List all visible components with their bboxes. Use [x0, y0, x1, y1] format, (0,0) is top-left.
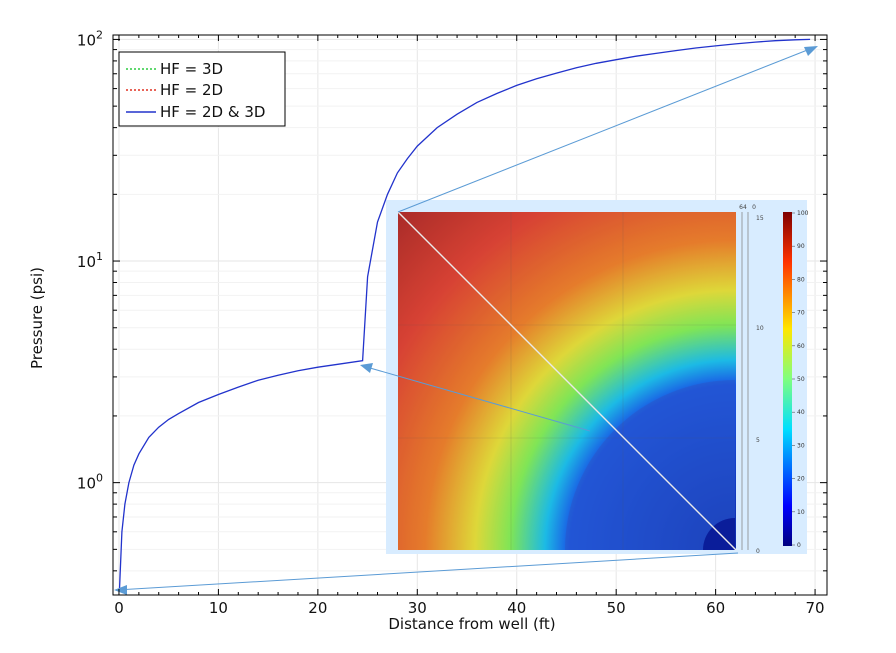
arrow-head-bottom: [114, 585, 127, 595]
inset-quarter-circle: [565, 380, 735, 550]
x-tick-label: 40: [507, 599, 526, 617]
inset-side-tick: 15: [756, 215, 764, 222]
inset-side-top-label: 0: [752, 204, 756, 211]
x-tick-label: 50: [607, 599, 626, 617]
colorbar-tick-label: 90: [797, 243, 805, 250]
colorbar-tick-label: 0: [797, 542, 801, 549]
inset-side-tick: 5: [756, 437, 760, 444]
legend-label-hf-2d: HF = 2D: [160, 81, 223, 99]
colorbar: [783, 212, 792, 546]
y-tick-label: 102: [77, 28, 103, 49]
arrow-head-middle: [360, 363, 373, 373]
inset-side-top-label: 64: [739, 204, 747, 211]
colorbar-tick-label: 30: [797, 442, 805, 449]
y-axis-label: Pressure (psi): [28, 267, 46, 369]
x-tick-label: 30: [408, 599, 427, 617]
series-line-hf-2d-3d: [118, 38, 811, 590]
x-tick-label: 70: [806, 599, 825, 617]
legend-box: [118, 51, 286, 127]
arrow-line-bottom: [116, 552, 739, 591]
arrow-line-top: [397, 46, 816, 213]
plot-frame: [112, 34, 828, 596]
inset-side-tick: 10: [756, 325, 764, 332]
colorbar-tick-label: 10: [797, 509, 805, 516]
legend-label-hf-3d: HF = 3D: [160, 60, 223, 78]
legend-label-hf-2d-3d: HF = 2D & 3D: [160, 103, 265, 121]
colorbar-tick-label: 60: [797, 343, 805, 350]
arrow-line-middle: [362, 365, 591, 432]
colorbar-tick-label: 80: [797, 276, 805, 283]
inset-well-region: [703, 518, 735, 550]
x-tick-label: 20: [308, 599, 327, 617]
y-tick-label: 100: [77, 472, 103, 493]
colorbar-tick-label: 40: [797, 409, 805, 416]
x-tick-label: 10: [209, 599, 228, 617]
legend: HF = 3D HF = 2D HF = 2D & 3D: [118, 51, 286, 127]
x-axis-label: Distance from well (ft): [388, 615, 555, 633]
y-tick-label: 101: [77, 250, 103, 271]
annotation-arrows: [114, 46, 818, 595]
inset-diagonal: [397, 211, 737, 551]
inset-side-tick: 0: [756, 548, 760, 555]
colorbar-tick-label: 100: [797, 210, 809, 217]
colorbar-tick-label: 50: [797, 376, 805, 383]
arrow-head-top: [804, 46, 818, 56]
colorbar-tick-label: 20: [797, 476, 805, 483]
x-tick-label: 60: [706, 599, 725, 617]
x-tick-label: 0: [114, 599, 124, 617]
colorbar-tick-label: 70: [797, 310, 805, 317]
